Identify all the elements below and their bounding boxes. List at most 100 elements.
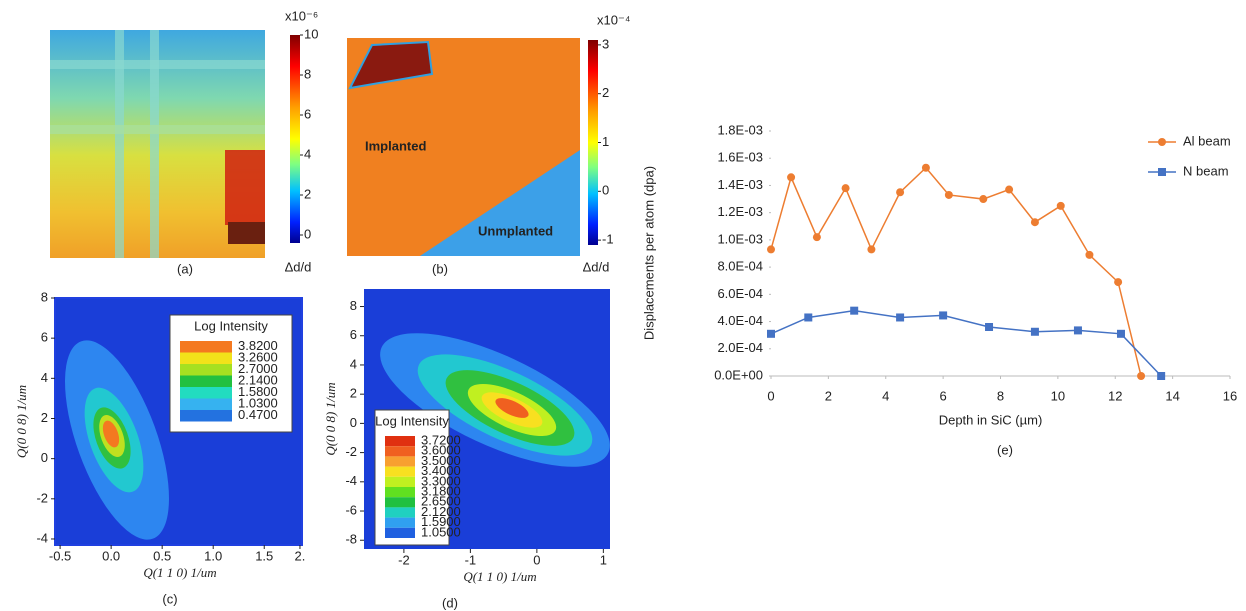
legend-swatch	[180, 410, 232, 422]
legend-label: 1.5900	[421, 514, 461, 529]
x-tick-label: 0	[533, 552, 540, 567]
y-tick-label: -2	[36, 490, 48, 505]
y-tick-label: 1.2E-03	[717, 204, 763, 219]
x-tick-label: -1	[465, 552, 477, 567]
legend-label: 1.0500	[421, 524, 461, 539]
x-tick-label: 0.0	[102, 548, 120, 563]
y-tick-label: 1.4E-03	[717, 177, 763, 192]
legend-swatch	[180, 398, 232, 410]
y-tick-label: 1.8E-03	[717, 122, 763, 137]
x-tick-label: -2	[398, 552, 410, 567]
legend-label: 2.7000	[238, 361, 278, 376]
data-point	[804, 313, 813, 322]
colorbar	[290, 35, 300, 243]
x-tick-label: 10	[1051, 388, 1065, 403]
y-tick-label: 0	[350, 415, 357, 430]
x-tick-label: 2.	[295, 548, 306, 563]
x-axis-label: Q(1 1 0) 1/um	[143, 565, 216, 580]
legend-label: 1.0300	[238, 396, 278, 411]
legend-marker	[1158, 168, 1166, 176]
y-tick-label: 4	[350, 356, 357, 371]
y-axis-label: Q(0 0 8) 1/um	[323, 382, 338, 455]
y-tick-label: 1.6E-03	[717, 150, 763, 165]
legend-swatch	[385, 436, 415, 447]
colorbar	[588, 40, 598, 245]
legend-label: 3.5000	[421, 453, 461, 468]
x-tick-label: 8	[997, 388, 1004, 403]
legend-swatch	[180, 375, 232, 387]
y-tick-label: 2.0E-04	[717, 340, 763, 355]
colorbar-tick-label: 0	[602, 183, 609, 198]
legend-label: 3.2600	[238, 350, 278, 365]
data-point	[1073, 326, 1082, 335]
legend-label: 3.8200	[238, 338, 278, 353]
legend-label: 1.5800	[238, 384, 278, 399]
x-tick-label: 0.5	[153, 548, 171, 563]
region-label: Unmplanted	[478, 223, 553, 238]
legend-label: 3.1800	[421, 484, 461, 499]
data-point	[896, 313, 905, 322]
colorbar-tick-label: 2	[602, 85, 609, 100]
y-tick-label: -4	[345, 473, 357, 488]
y-tick-label: 0	[41, 450, 48, 465]
series-line	[770, 166, 1142, 377]
panel-label: (d)	[442, 595, 458, 610]
x-tick-label: 14	[1165, 388, 1179, 403]
colorbar-tick-label: 1	[602, 134, 609, 149]
data-point	[812, 233, 821, 242]
y-tick-label: 4.0E-04	[717, 313, 763, 328]
y-tick-label: 8	[41, 289, 48, 304]
y-tick-label: -8	[345, 532, 357, 547]
x-tick-label: 4	[882, 388, 889, 403]
legend-swatch	[385, 517, 415, 528]
legend-swatch	[385, 487, 415, 498]
legend-label: 2.1200	[421, 504, 461, 519]
colorbar-exponent: x10⁻⁴	[597, 12, 630, 27]
y-tick-label: 0.0E+00	[714, 367, 763, 382]
data-point	[767, 245, 775, 254]
data-point	[944, 190, 953, 199]
colorbar-tick-label: 3	[602, 36, 609, 51]
legend-label: N beam	[1183, 163, 1229, 178]
legend-swatch	[385, 507, 415, 518]
data-point	[850, 306, 859, 315]
legend-swatch	[385, 456, 415, 467]
y-axis-label: Q(0 0 8) 1/um	[14, 385, 29, 458]
data-point	[939, 311, 948, 320]
x-tick-label: 1.0	[204, 548, 222, 563]
y-axis-label: Displacements per atom (dpa)	[641, 166, 656, 340]
y-tick-label: 8.0E-04	[717, 259, 763, 274]
legend-label: 3.6000	[421, 443, 461, 458]
legend-swatch	[180, 387, 232, 399]
data-point	[1116, 329, 1125, 338]
data-point	[1005, 185, 1014, 194]
map-a	[50, 30, 265, 258]
colorbar-tick-label: 2	[304, 186, 311, 201]
legend-swatch	[180, 364, 232, 376]
x-tick-label: 1	[600, 552, 607, 567]
legend-label: 0.4700	[238, 407, 278, 422]
data-point	[1114, 278, 1123, 287]
colorbar-exponent: x10⁻⁶	[285, 8, 318, 23]
colorbar-tick-label: 4	[304, 146, 311, 161]
y-tick-label: 6	[41, 330, 48, 345]
y-tick-label: 6.0E-04	[717, 286, 763, 301]
x-tick-label: 2	[825, 388, 832, 403]
legend-swatch	[385, 466, 415, 477]
x-axis-label: Depth in SiC (µm)	[939, 412, 1043, 427]
data-point	[1085, 250, 1094, 259]
colorbar-tick-label: 8	[304, 66, 311, 81]
legend-label: 3.7200	[421, 433, 461, 448]
panel-label: (e)	[997, 442, 1013, 457]
colorbar-tick-label: 6	[304, 106, 311, 121]
y-tick-label: -4	[36, 530, 48, 545]
x-tick-label: 0	[767, 388, 774, 403]
data-point	[985, 323, 994, 331]
x-axis-label: Q(1 1 0) 1/um	[463, 569, 536, 584]
data-point	[767, 329, 775, 338]
legend-title: Log Intensity	[194, 318, 268, 333]
legend-swatch	[180, 341, 232, 353]
data-point	[979, 195, 988, 204]
colorbar-tick-label: 10	[304, 26, 318, 41]
